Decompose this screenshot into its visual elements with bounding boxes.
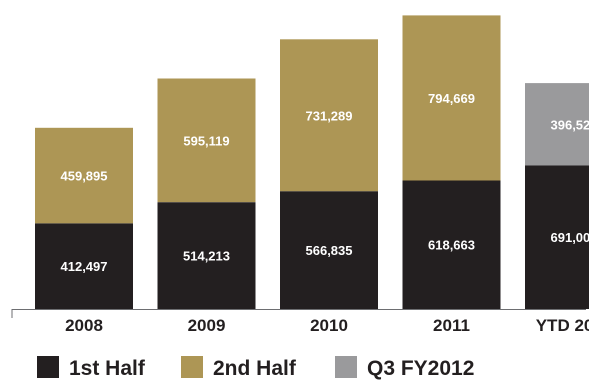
bar-ytd-2012-1st-half bbox=[525, 165, 589, 309]
data-label-2010-2nd-half: 731,289 bbox=[306, 108, 353, 123]
data-label-2008-2nd-half: 459,895 bbox=[61, 169, 108, 184]
bar-ytd-2012-q3-fy2012 bbox=[525, 83, 589, 166]
data-label-2009-1st-half: 514,213 bbox=[183, 249, 230, 264]
x-tick-label-2008: 2008 bbox=[65, 316, 103, 335]
x-tick-label-2010: 2010 bbox=[310, 316, 348, 335]
x-tick-label-2011: 2011 bbox=[433, 316, 470, 335]
bar-2011-2nd-half bbox=[402, 15, 501, 181]
bar-2009-1st-half bbox=[157, 202, 256, 309]
legend-swatch-q3-fy2012 bbox=[335, 356, 357, 378]
bar-2011-1st-half bbox=[402, 180, 501, 309]
x-tick-label-ytd-2012: YTD 2012 bbox=[536, 316, 589, 335]
bar-2010-2nd-half bbox=[280, 39, 378, 192]
x-tick-label-2009: 2009 bbox=[188, 316, 226, 335]
bar-2008-2nd-half bbox=[35, 127, 133, 224]
data-label-2008-1st-half: 412,497 bbox=[61, 259, 108, 274]
legend-label-q3-fy2012: Q3 FY2012 bbox=[367, 357, 474, 380]
bars-group: 412,497 459,895 514,213 595,119 566,835 731,2… bbox=[35, 15, 589, 309]
bar-2010-1st-half bbox=[280, 191, 378, 309]
data-label-2009-2nd-half: 595,119 bbox=[183, 133, 229, 148]
data-label-ytd-2012-q3-fy2012: 396,525 bbox=[551, 117, 589, 132]
bar-2009-2nd-half bbox=[157, 78, 256, 203]
bar-2008-1st-half bbox=[35, 223, 133, 309]
legend-label-2nd-half: 2nd Half bbox=[213, 357, 297, 380]
data-label-2010-1st-half: 566,835 bbox=[306, 243, 353, 258]
legend-label-1st-half: 1st Half bbox=[69, 357, 146, 380]
legend-swatch-1st-half bbox=[37, 356, 59, 378]
data-label-2011-2nd-half: 794,669 bbox=[428, 91, 475, 106]
x-axis: 2008 2009 2010 2011 YTD 2012 bbox=[11, 309, 589, 335]
data-label-ytd-2012-1st-half: 691,007 bbox=[551, 230, 589, 245]
legend-swatch-2nd-half bbox=[181, 356, 203, 378]
data-label-2011-1st-half: 618,663 bbox=[428, 238, 475, 253]
legend: 1st Half 2nd Half Q3 FY2012 bbox=[37, 356, 474, 380]
